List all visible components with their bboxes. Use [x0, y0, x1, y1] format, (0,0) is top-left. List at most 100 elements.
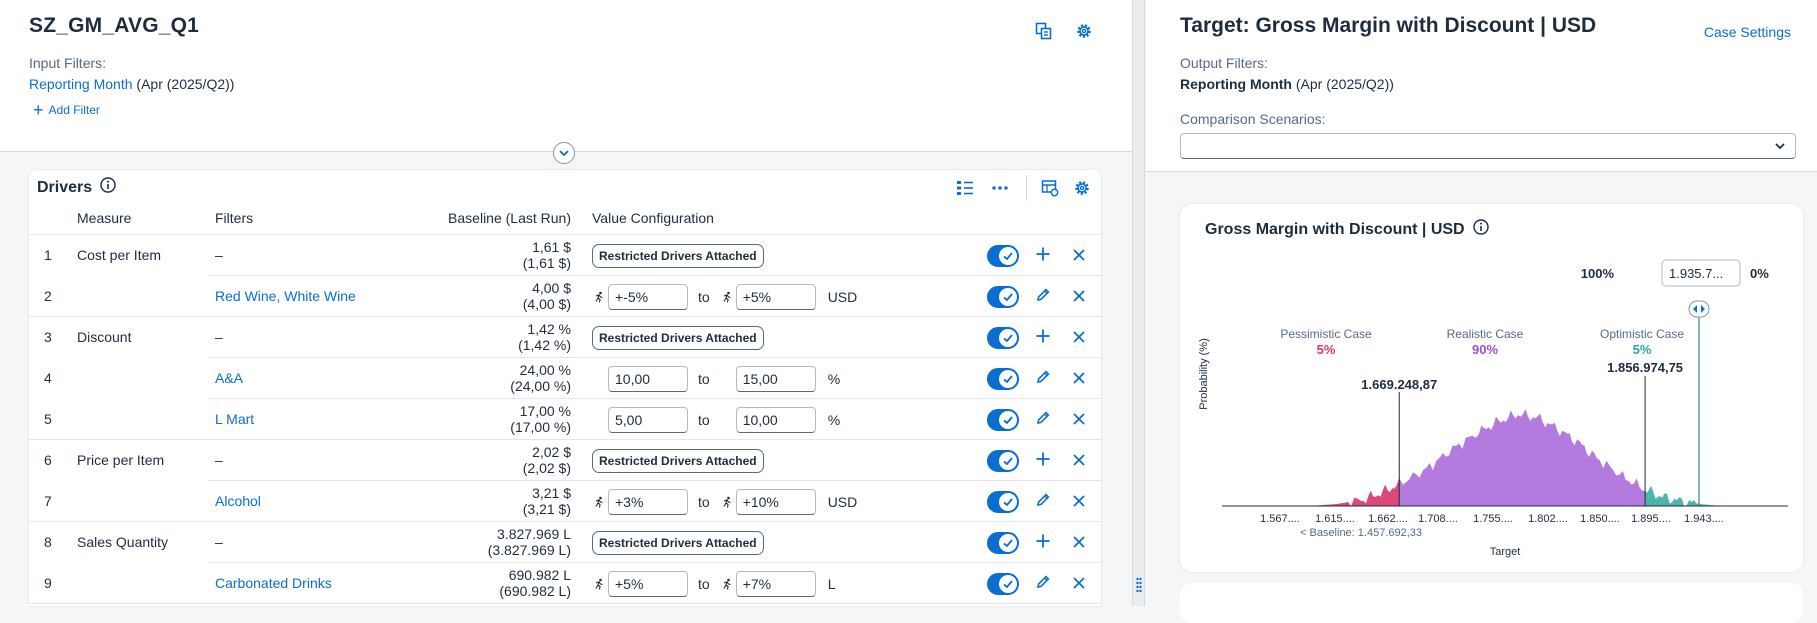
- collapse-header-button[interactable]: [553, 142, 575, 164]
- add-icon[interactable]: [1035, 328, 1051, 347]
- remove-icon[interactable]: [1072, 371, 1086, 388]
- driver-row[interactable]: 4 A&A 24,00 % (24,00 %) 10,00 to 15,00%: [29, 358, 1101, 399]
- range-from-input[interactable]: +3%: [608, 489, 688, 515]
- range-to-input[interactable]: 15,00: [735, 366, 816, 392]
- edit-icon[interactable]: [1035, 369, 1051, 388]
- check-icon: [999, 411, 1017, 429]
- driver-enabled-toggle[interactable]: [987, 491, 1019, 513]
- edit-icon[interactable]: [1035, 287, 1051, 306]
- comparison-scenarios-label: Comparison Scenarios:: [1180, 111, 1326, 127]
- add-icon[interactable]: [1035, 246, 1051, 265]
- case-name-label: Realistic Case: [1447, 327, 1524, 341]
- driver-row[interactable]: 5 L Mart 17,00 % (17,00 %) 5,00 to 10,00%: [29, 399, 1101, 440]
- restricted-drivers-badge[interactable]: Restricted Drivers Attached: [592, 244, 764, 268]
- info-icon[interactable]: [100, 177, 116, 198]
- driver-enabled-toggle[interactable]: [987, 327, 1019, 349]
- filter-value[interactable]: Red Wine, White Wine: [215, 288, 356, 304]
- remove-icon[interactable]: [1072, 412, 1086, 429]
- comparison-scenarios-select[interactable]: [1180, 133, 1796, 159]
- range-from-input[interactable]: 5,00: [608, 407, 688, 433]
- add-icon[interactable]: [1035, 451, 1051, 470]
- filter-value[interactable]: L Mart: [215, 411, 255, 427]
- edit-icon[interactable]: [1035, 410, 1051, 429]
- range-to-input[interactable]: +7%: [735, 571, 816, 597]
- filter-value: –: [215, 452, 223, 468]
- case-name-label: Pessimistic Case: [1280, 327, 1372, 341]
- x-tick-label: 1.755....: [1473, 513, 1513, 525]
- gear-icon[interactable]: [1073, 179, 1091, 197]
- column-header-baseline[interactable]: Baseline (Last Run): [448, 210, 571, 226]
- case-settings-link[interactable]: Case Settings: [1703, 24, 1791, 40]
- x-tick-label: 1.850....: [1580, 513, 1620, 525]
- range-to-input[interactable]: +10%: [735, 489, 816, 515]
- remove-icon[interactable]: [1072, 535, 1086, 552]
- range-to-input[interactable]: +5%: [735, 284, 816, 310]
- edit-icon[interactable]: [1035, 574, 1051, 593]
- filter-value[interactable]: Alcohol: [215, 493, 261, 509]
- gear-icon[interactable]: [1075, 22, 1093, 40]
- filter-value[interactable]: A&A: [215, 370, 244, 386]
- more-icon[interactable]: [988, 185, 1012, 191]
- baseline-current: 4,00 $: [532, 280, 571, 296]
- driver-row[interactable]: 1 Cost per Item – 1,61 $ (1,61 $) Restricted …: [29, 235, 1101, 276]
- driver-row[interactable]: 9 Carbonated Drinks 690.982 L (690.982 L) +5…: [29, 563, 1101, 604]
- column-header-value-configuration[interactable]: Value Configuration: [592, 210, 714, 226]
- page-title: SZ_GM_AVG_Q1: [29, 14, 200, 37]
- secondary-card: [1180, 583, 1803, 623]
- remove-icon[interactable]: [1072, 453, 1086, 470]
- filter-value: –: [215, 247, 223, 263]
- baseline-value: 1,61 $ (1,61 $): [523, 239, 571, 271]
- optimistic-area: [1645, 486, 1722, 506]
- range-from-input[interactable]: +-5%: [608, 284, 688, 310]
- column-header-measure[interactable]: Measure: [77, 210, 132, 226]
- row-number: 1: [44, 247, 52, 263]
- list-view-icon[interactable]: [956, 179, 974, 197]
- drag-handle-icon[interactable]: [1136, 577, 1142, 596]
- row-divider: [29, 439, 1101, 440]
- driver-enabled-toggle[interactable]: [987, 245, 1019, 267]
- header-section: SZ_GM_AVG_Q1 Input Filters: Reporting Mo…: [0, 0, 1132, 152]
- driver-enabled-toggle[interactable]: [987, 286, 1019, 308]
- driver-row[interactable]: 3 Discount – 1,42 % (1,42 %) Restricted Drive…: [29, 317, 1101, 358]
- filter-value[interactable]: Carbonated Drinks: [215, 575, 332, 591]
- baseline-current: 3,21 $: [532, 485, 571, 501]
- row-divider: [208, 357, 1101, 358]
- input-filter: Reporting Month (Apr (2025/Q2)): [29, 76, 234, 92]
- driver-row[interactable]: 7 Alcohol 3,21 $ (3,21 $) +3% to +10% USD: [29, 481, 1101, 522]
- range-to-input[interactable]: 10,00: [735, 407, 816, 433]
- x-tick-label: 1.802....: [1528, 513, 1568, 525]
- restricted-drivers-badge[interactable]: Restricted Drivers Attached: [592, 326, 764, 350]
- baseline-value: 3,21 $ (3,21 $): [523, 485, 571, 517]
- threshold-input-box: [1661, 259, 1741, 287]
- remove-icon[interactable]: [1072, 494, 1086, 511]
- check-icon: [999, 534, 1017, 552]
- restricted-drivers-badge[interactable]: Restricted Drivers Attached: [592, 531, 764, 555]
- range-from-input[interactable]: +5%: [608, 571, 688, 597]
- restricted-drivers-badge[interactable]: Restricted Drivers Attached: [592, 449, 764, 473]
- driver-enabled-toggle[interactable]: [987, 532, 1019, 554]
- driver-row[interactable]: 6 Price per Item – 2,02 $ (2,02 $) Restricted…: [29, 440, 1101, 481]
- info-icon[interactable]: [1472, 219, 1489, 240]
- driver-row[interactable]: 2 Red Wine, White Wine 4,00 $ (4,00 $) +-5% t…: [29, 276, 1101, 317]
- remove-icon[interactable]: [1072, 576, 1086, 593]
- column-header-filters[interactable]: Filters: [215, 210, 254, 226]
- driver-enabled-toggle[interactable]: [987, 573, 1019, 595]
- edit-icon[interactable]: [1035, 492, 1051, 511]
- threshold-handle: [1688, 300, 1710, 318]
- remove-icon[interactable]: [1072, 330, 1086, 347]
- panel-splitter[interactable]: [1132, 0, 1145, 606]
- add-icon[interactable]: [1035, 533, 1051, 552]
- add-filter-button[interactable]: + Add Filter: [33, 101, 100, 119]
- input-filter-link[interactable]: Reporting Month: [29, 76, 133, 92]
- check-icon: [999, 370, 1017, 388]
- driver-enabled-toggle[interactable]: [987, 368, 1019, 390]
- driver-enabled-toggle[interactable]: [987, 450, 1019, 472]
- range-from-input[interactable]: 10,00: [608, 366, 688, 392]
- range-unit: USD: [827, 289, 858, 305]
- driver-row[interactable]: 8 Sales Quantity – 3.827.969 L (3.827.969 L)…: [29, 522, 1101, 563]
- copy-icon[interactable]: [1035, 22, 1053, 40]
- remove-icon[interactable]: [1072, 248, 1086, 265]
- driver-enabled-toggle[interactable]: [987, 409, 1019, 431]
- remove-icon[interactable]: [1072, 289, 1086, 306]
- table-settings-icon[interactable]: [1041, 179, 1059, 197]
